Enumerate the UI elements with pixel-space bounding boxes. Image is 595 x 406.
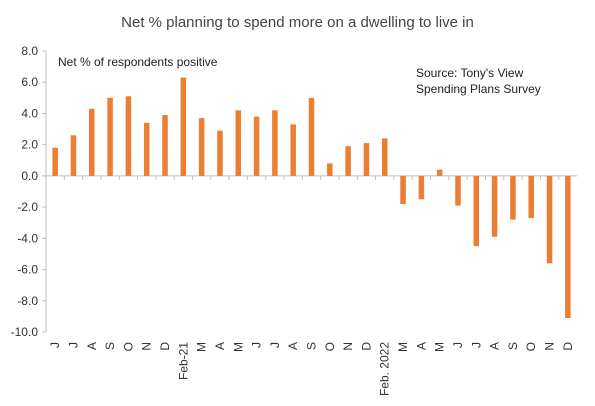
x-tick-label: J xyxy=(250,342,264,348)
y-tick-label: 0.0 xyxy=(21,169,38,183)
bar xyxy=(473,175,480,247)
y-tick-label: 8.0 xyxy=(21,44,38,58)
x-tick-label: J xyxy=(469,342,483,348)
bar xyxy=(455,175,461,206)
bar xyxy=(565,175,571,318)
chart-title: Net % planning to spend more on a dwelli… xyxy=(121,14,474,31)
x-tick-label: O xyxy=(524,342,538,351)
y-tick-label: -4.0 xyxy=(17,231,38,245)
source-line-1: Source: Tony's View xyxy=(416,66,524,80)
x-tick-label: D xyxy=(561,342,575,351)
y-tick-label: -10.0 xyxy=(11,325,39,339)
x-tick-label: M xyxy=(195,342,209,352)
bar xyxy=(418,175,425,200)
y-tick-label: -8.0 xyxy=(17,294,38,308)
x-tick-label: J xyxy=(66,342,80,348)
bar xyxy=(327,163,333,176)
bar xyxy=(290,124,296,176)
bar xyxy=(143,122,150,176)
y-tick-label: 4.0 xyxy=(21,106,38,120)
x-tick-label: S xyxy=(506,342,520,350)
bar xyxy=(363,143,370,176)
bar xyxy=(198,118,205,176)
annotation-label: Net % of respondents positive xyxy=(58,55,218,69)
x-tick-label: A xyxy=(213,342,227,350)
y-tick-label: 6.0 xyxy=(21,75,38,89)
bar xyxy=(546,175,553,264)
x-tick-label: J xyxy=(268,342,282,348)
bar xyxy=(400,175,406,204)
bar xyxy=(272,110,278,176)
bar xyxy=(381,138,388,176)
y-tick-label: -6.0 xyxy=(17,263,38,277)
x-tick-label: N xyxy=(341,342,355,351)
bar xyxy=(436,169,443,176)
bar xyxy=(528,175,534,219)
bar xyxy=(345,146,351,176)
x-tick-label: O xyxy=(323,342,337,351)
bar xyxy=(125,96,132,176)
bar xyxy=(308,97,315,176)
x-tick-label: M xyxy=(231,342,245,352)
x-tick-label: N xyxy=(140,342,154,351)
bar xyxy=(253,116,260,176)
x-tick-label: S xyxy=(103,342,117,350)
x-tick-label: M xyxy=(433,342,447,352)
bar xyxy=(510,175,516,220)
x-tick-label: D xyxy=(359,342,373,351)
bar xyxy=(180,77,187,176)
x-tick-label: Feb-21 xyxy=(176,342,190,380)
bar xyxy=(70,135,77,176)
bar xyxy=(162,115,168,176)
x-tick-label: O xyxy=(121,342,135,351)
y-tick-label: 2.0 xyxy=(21,138,38,152)
x-tick-label: M xyxy=(396,342,410,352)
bar xyxy=(235,110,242,176)
x-tick-label: A xyxy=(286,342,300,350)
x-tick-label: A xyxy=(488,342,502,350)
x-tick-label: A xyxy=(85,342,99,350)
bar xyxy=(491,175,498,237)
bar xyxy=(52,147,58,176)
bar xyxy=(217,130,223,176)
x-tick-label: J xyxy=(451,342,465,348)
bar xyxy=(89,108,95,176)
source-line-2: Spending Plans Survey xyxy=(416,82,541,96)
x-tick-label: J xyxy=(48,342,62,348)
y-tick-label: -2.0 xyxy=(17,200,38,214)
x-tick-label: S xyxy=(305,342,319,350)
bar xyxy=(107,97,113,176)
x-tick-label: D xyxy=(158,342,172,351)
x-tick-label: Feb. 2022 xyxy=(378,342,392,396)
x-tick-label: N xyxy=(543,342,557,351)
x-tick-label: A xyxy=(414,342,428,350)
